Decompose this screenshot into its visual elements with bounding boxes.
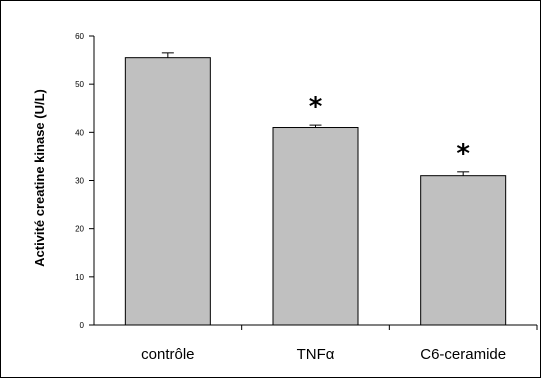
significance-star: * [309, 92, 323, 122]
significance-star: * [456, 139, 470, 169]
category-label: C6-ceramide [420, 346, 506, 363]
plot-area: 0 10 20 30 40 50 60 contrôle TNFα * C6-ceramide * [75, 32, 538, 363]
y-tick-label: 50 [75, 80, 84, 89]
category-label: TNFα [297, 346, 335, 363]
y-tick-label: 60 [75, 32, 84, 41]
bar-3 [420, 175, 507, 326]
y-axis-title: Activité creatine kinase (U/L) [32, 89, 47, 267]
y-tick-label: 40 [75, 128, 84, 137]
category-label: contrôle [141, 346, 194, 363]
y-tick-label: 0 [80, 321, 85, 330]
bar-1 [124, 57, 211, 326]
y-tick-label: 30 [75, 177, 84, 186]
y-tick-label: 10 [75, 273, 84, 282]
bar-2 [272, 127, 359, 326]
y-tick-label: 20 [75, 225, 84, 234]
